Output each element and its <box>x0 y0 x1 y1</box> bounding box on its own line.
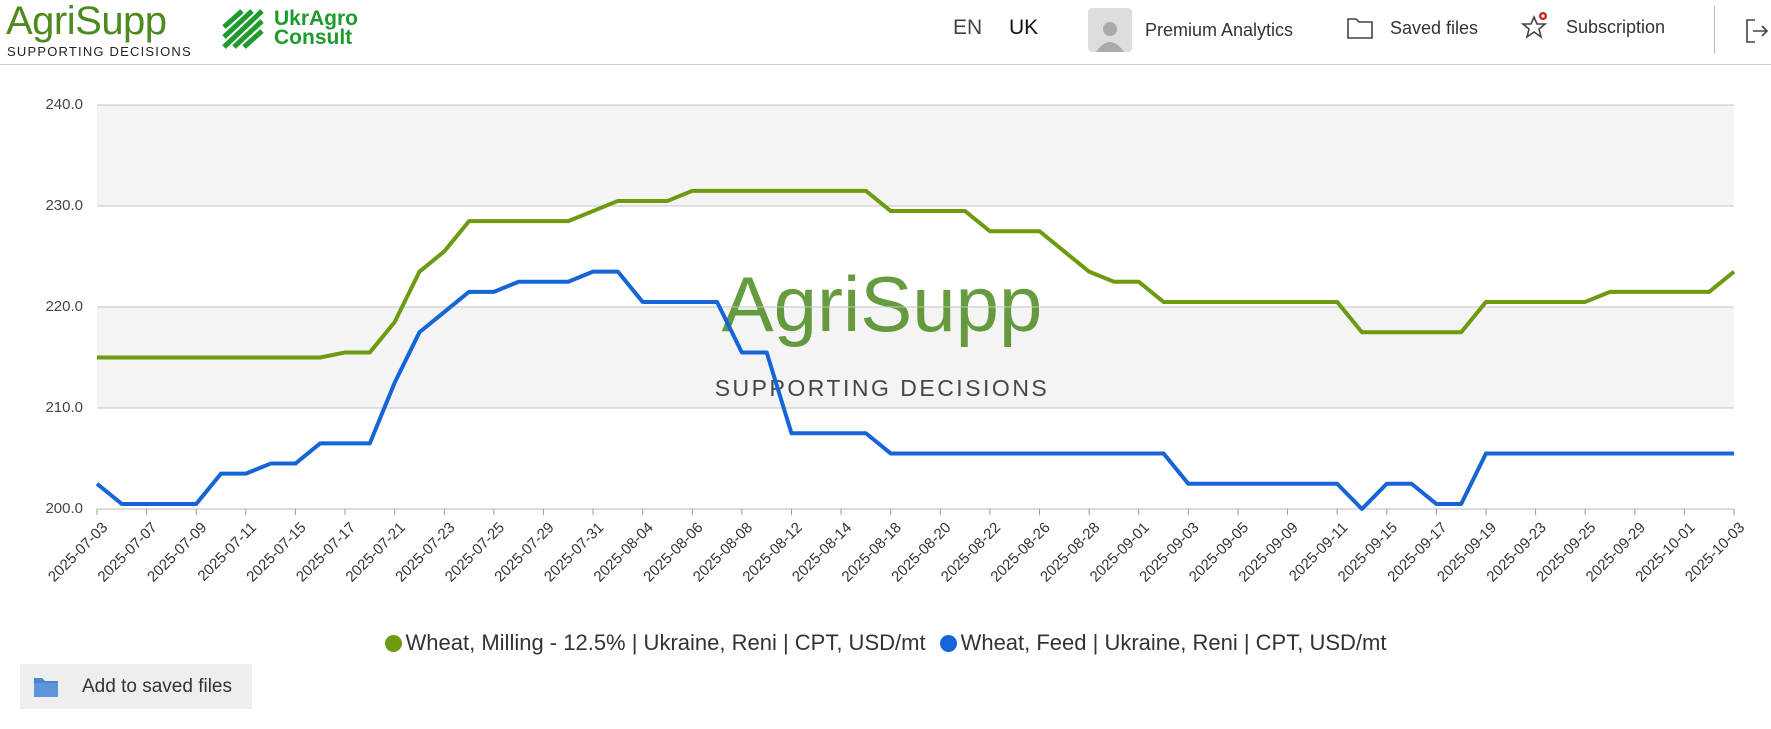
logout-icon[interactable] <box>1745 18 1769 44</box>
nav-label: Saved files <box>1390 17 1479 38</box>
button-label: Add to saved files <box>82 675 232 697</box>
lang-option[interactable]: EN <box>953 16 983 39</box>
plot-band <box>97 307 1734 408</box>
legend-swatch <box>384 634 402 652</box>
legend-item[interactable]: Wheat, Milling - 12.5% | Ukraine, Reni |… <box>384 630 926 656</box>
legend-swatch <box>939 634 957 652</box>
add-to-saved-button[interactable]: Add to saved files <box>20 664 252 709</box>
y-tick-label: 220.0 <box>45 298 83 315</box>
legend-label: Wheat, Feed | Ukraine, Reni | CPT, USD/m… <box>960 630 1387 655</box>
chart: AgriSupp SUPPORTING DECISIONS 200.0 210.0 22… <box>45 96 1748 585</box>
watermark-logo: AgriSupp <box>722 260 1043 348</box>
watermark-tagline: SUPPORTING DECISIONS <box>715 375 1050 401</box>
partner-name: UkrAgro <box>274 7 359 30</box>
logo[interactable]: AgriSupp <box>6 0 167 43</box>
legend-item[interactable]: Wheat, Feed | Ukraine, Reni | CPT, USD/m… <box>939 630 1387 656</box>
y-tick-label: 210.0 <box>45 399 83 416</box>
tagline: SUPPORTING DECISIONS <box>7 44 192 59</box>
star-icon <box>1520 12 1548 39</box>
lang-option[interactable]: UK <box>1009 16 1039 39</box>
legend: Wheat, Milling - 12.5% | Ukraine, Reni |… <box>0 630 1771 656</box>
avatar <box>1088 8 1132 52</box>
folder-icon <box>34 677 58 697</box>
series-line <box>97 188 1736 360</box>
partner-icon <box>222 9 264 49</box>
nav-item[interactable]: Saved files <box>1346 16 1478 40</box>
y-tick-label: 240.0 <box>45 96 83 113</box>
nav-label: Subscription <box>1566 16 1666 37</box>
folder-icon <box>1347 18 1373 39</box>
nav-label: Premium Analytics <box>1145 19 1294 40</box>
nav-item[interactable]: Premium Analytics <box>1088 8 1293 52</box>
nav-item[interactable]: Subscription <box>1520 12 1665 42</box>
header: AgriSupp SUPPORTING DECISIONS UkrAgro Co… <box>0 0 1771 65</box>
y-tick-label: 200.0 <box>45 500 83 517</box>
y-tick-label: 230.0 <box>45 197 83 214</box>
plot-band <box>97 105 1734 206</box>
separator <box>1714 6 1715 54</box>
partner-name: Consult <box>274 26 353 49</box>
series-line <box>95 269 1734 511</box>
partner-logo[interactable]: UkrAgro Consult <box>222 7 358 49</box>
legend-label: Wheat, Milling - 12.5% | Ukraine, Reni |… <box>405 630 926 655</box>
